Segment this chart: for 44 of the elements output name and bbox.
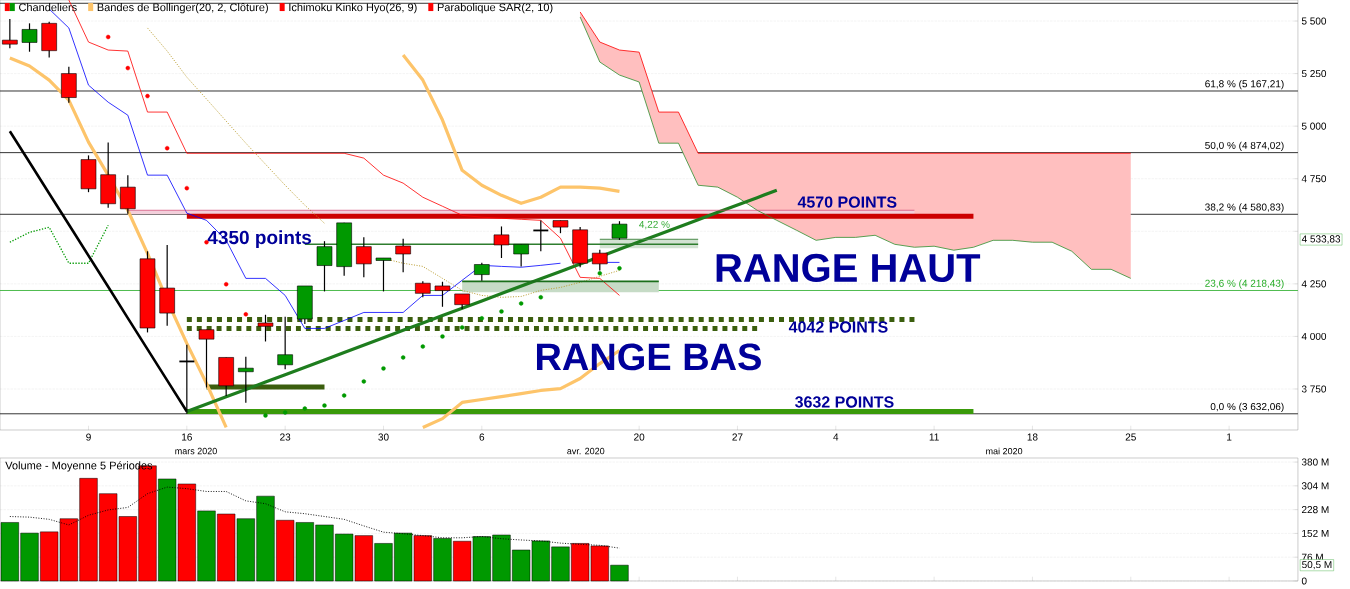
ref-line-label: 50,0 % (4 874,02): [1205, 141, 1284, 151]
y-tick-label: 3 750: [1301, 385, 1327, 393]
x-tick-label: 9: [86, 433, 91, 441]
y-tick-label: 5 500: [1301, 17, 1327, 25]
ref-line-label: 61,8 % (5 167,21): [1205, 79, 1284, 90]
text: avr. 2020: [567, 447, 605, 455]
y-tick-label: 152 M: [1302, 529, 1329, 537]
text: 50,5 M: [1302, 561, 1332, 570]
text: mars 2020: [175, 447, 217, 455]
ref-line-label: 38,2 % (4 580,83): [1205, 203, 1284, 213]
legend-label: Ichimoku Kinko Hyo(26, 9): [289, 3, 417, 14]
y-tick-label: 380 M: [1301, 458, 1329, 466]
annotation: RANGE HAUT: [716, 253, 981, 283]
x-tick-label: 25: [1125, 433, 1136, 441]
legend-label: Chandeliers: [19, 3, 77, 12]
y-tick-label: 5 000: [1301, 122, 1327, 130]
annotation: 4570 POINTS: [797, 196, 897, 208]
y-tick-label: 304 M: [1301, 482, 1329, 490]
x-tick-label: 23: [280, 433, 291, 441]
ref-line-label: 23,6 % (4 218,43): [1205, 279, 1284, 289]
x-tick-label: 20: [634, 433, 645, 441]
y-tick-label: 228 M: [1301, 506, 1329, 514]
legend-label: Bandes de Bollinger(20, 2, Clôture): [97, 3, 268, 14]
x-tick-label: 6: [479, 433, 485, 441]
x-tick-label: 30: [378, 433, 389, 441]
annotation: 4,22 %: [639, 220, 670, 230]
y-tick-label: 4 000: [1301, 332, 1327, 340]
legend-label: Parabolique SAR(2, 10): [437, 3, 553, 14]
x-tick-label: 11: [929, 433, 939, 441]
text: mai 2020: [986, 447, 1023, 455]
x-tick-label: 4: [833, 433, 839, 441]
y-tick-label: 4 250: [1301, 280, 1327, 288]
chart-title: Volume - Moyenne 5 Périodes: [5, 461, 153, 472]
y-tick-label: 4 750: [1301, 175, 1327, 183]
x-tick-label: 27: [732, 433, 743, 441]
x-tick-label: 18: [1027, 433, 1038, 441]
text: 4 533,83: [1301, 235, 1341, 244]
ref-line-label: 0,0 % (3 632,06): [1210, 402, 1284, 413]
y-tick-label: 5 250: [1301, 70, 1327, 78]
annotation: 4042 POINTS: [788, 321, 888, 333]
y-tick-label: 0: [1301, 577, 1307, 585]
annotation: 3632 POINTS: [795, 396, 894, 408]
x-tick-label: 16: [182, 433, 192, 441]
x-tick-label: 1: [1227, 433, 1232, 441]
